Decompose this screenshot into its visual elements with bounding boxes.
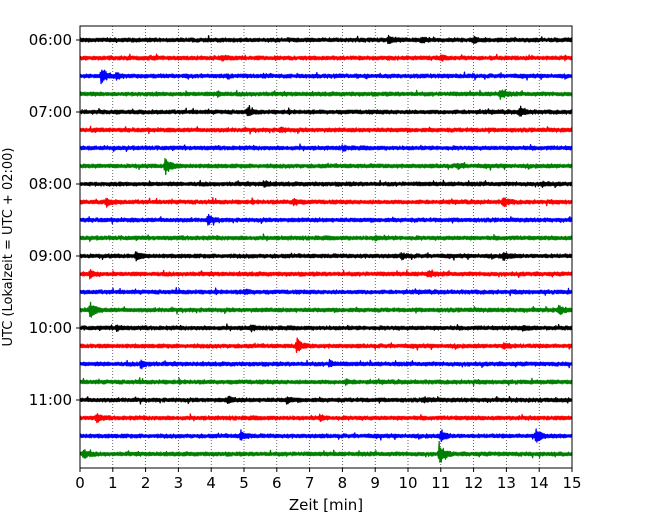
x-axis-label: Zeit [min] <box>289 496 363 514</box>
x-tick-label: 15 <box>562 474 581 492</box>
y-axis-ticks: 06:00 07:00 08:00 09:00 10:00 11:00 <box>29 31 80 409</box>
trace-line <box>79 157 573 176</box>
trace-line <box>79 251 573 262</box>
trace-line <box>79 89 573 100</box>
x-tick-label: 3 <box>174 474 184 492</box>
trace-line <box>79 377 573 387</box>
trace-line <box>79 233 573 243</box>
trace-line <box>79 53 573 62</box>
y-tick-label: 10:00 <box>29 319 72 337</box>
trace-line <box>79 413 573 424</box>
x-tick-label: 12 <box>464 474 483 492</box>
x-tick-label: 13 <box>497 474 516 492</box>
trace-line <box>79 440 573 463</box>
y-tick-label: 08:00 <box>29 175 72 193</box>
y-tick-label: 06:00 <box>29 31 72 49</box>
x-tick-label: 10 <box>398 474 417 492</box>
trace-line <box>79 213 573 226</box>
trace-line <box>79 34 573 45</box>
x-tick-label: 11 <box>431 474 450 492</box>
y-tick-label: 11:00 <box>29 391 72 409</box>
trace-line <box>79 301 573 318</box>
trace-line <box>79 358 573 370</box>
trace-line <box>79 323 573 333</box>
x-tick-label: 7 <box>305 474 315 492</box>
y-tick-label: 09:00 <box>29 247 72 265</box>
trace-line <box>79 428 573 443</box>
trace-series <box>79 34 573 463</box>
x-tick-label: 4 <box>206 474 216 492</box>
x-tick-label: 0 <box>75 474 85 492</box>
trace-line <box>79 287 573 297</box>
x-tick-label: 8 <box>338 474 348 492</box>
y-tick-label: 07:00 <box>29 103 72 121</box>
trace-line <box>79 125 573 135</box>
x-axis-ticks: 0 1 2 3 4 5 6 7 8 9 10 11 12 13 14 15 <box>75 468 582 492</box>
y-axis-label: UTC (Lokalzeit = UTC + 02:00) <box>1 148 16 347</box>
trace-line <box>79 179 573 189</box>
trace-line <box>79 69 573 85</box>
trace-line <box>79 105 573 117</box>
trace-line <box>79 269 573 280</box>
x-tick-label: 5 <box>239 474 249 492</box>
x-tick-label: 6 <box>272 474 282 492</box>
trace-line <box>79 395 573 405</box>
x-tick-label: 9 <box>370 474 380 492</box>
trace-line <box>79 337 573 354</box>
trace-line <box>79 143 573 153</box>
plot-frame <box>79 25 573 469</box>
x-tick-label: 14 <box>530 474 549 492</box>
x-tick-label: 2 <box>141 474 151 492</box>
trace-line <box>79 197 573 208</box>
x-tick-label: 1 <box>108 474 118 492</box>
